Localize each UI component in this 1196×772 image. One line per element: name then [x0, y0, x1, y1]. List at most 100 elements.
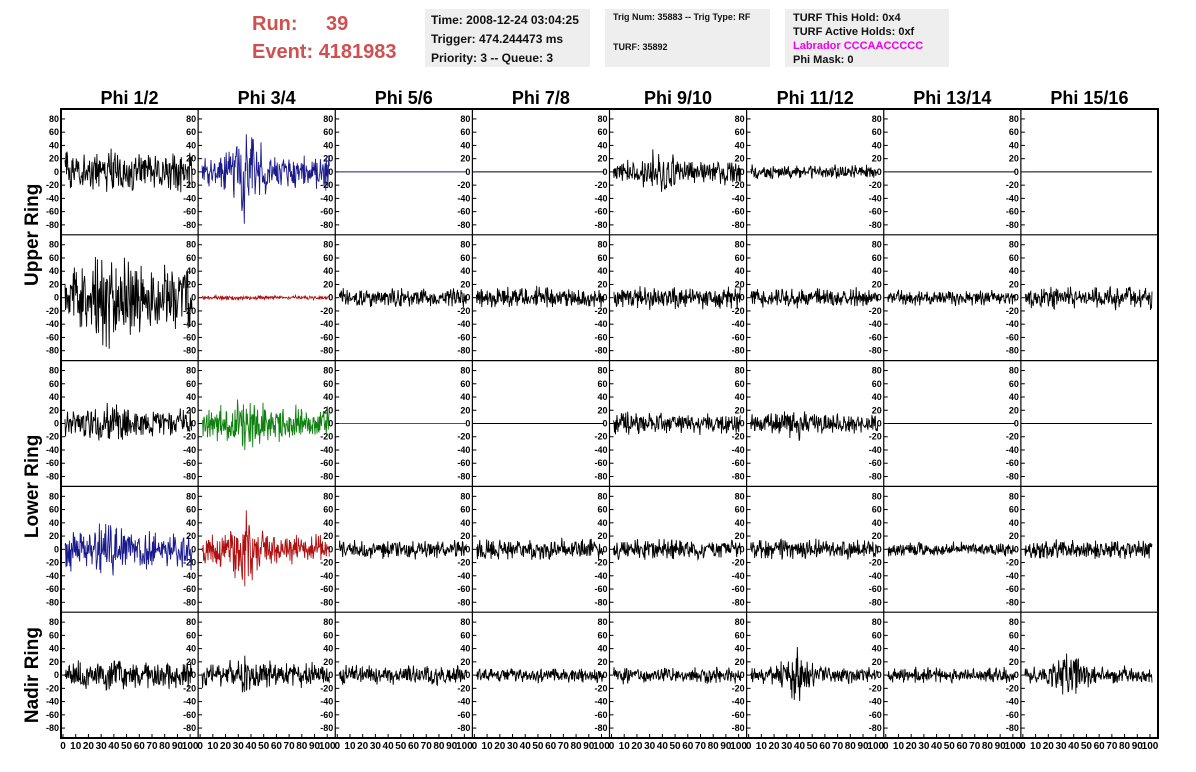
y-tick-label: -40: [457, 445, 470, 455]
trig-num-text: Trig Num: 35883 -- Trig Type: RF: [613, 12, 751, 22]
y-tick-label: 0: [465, 419, 470, 429]
y-tick-label: -20: [594, 558, 607, 568]
y-tick-label: 40: [597, 644, 607, 654]
x-tick-label: 50: [944, 741, 956, 752]
y-tick-label: -40: [869, 571, 882, 581]
y-tick-label: 0: [1014, 544, 1019, 554]
y-tick-label: 80: [872, 240, 882, 250]
y-tick-label: 60: [323, 505, 333, 515]
x-tick-label: 50: [395, 741, 407, 752]
y-tick-label: -60: [869, 332, 882, 342]
trig-num-panel: Trig Num: 35883 -- Trig Type: RF TURF: 3…: [605, 9, 770, 67]
y-tick-label: -60: [183, 458, 196, 468]
y-tick-label: 0: [740, 167, 745, 177]
x-tick-label: 20: [906, 741, 918, 752]
y-tick-label: -20: [1006, 558, 1019, 568]
y-tick-label: -60: [46, 332, 59, 342]
y-tick-label: 40: [49, 266, 59, 276]
y-tick-label: -40: [183, 193, 196, 203]
y-tick-label: -80: [457, 346, 470, 356]
x-tick-label: 100: [1142, 741, 1159, 752]
y-tick-label: 0: [602, 544, 607, 554]
y-tick-label: -20: [1006, 683, 1019, 693]
y-tick-label: 80: [1009, 114, 1019, 124]
y-tick-label: -80: [46, 220, 59, 230]
waveform-trace: [475, 285, 604, 308]
row-group-title: Nadir Ring: [22, 627, 43, 723]
y-tick-label: -40: [46, 571, 59, 581]
y-tick-label: 0: [602, 167, 607, 177]
y-tick-label: 60: [186, 253, 196, 263]
y-tick-label: 40: [872, 644, 882, 654]
x-tick-label: 60: [271, 741, 283, 752]
y-tick-label: -40: [457, 193, 470, 203]
y-tick-label: -20: [594, 432, 607, 442]
y-tick-label: 0: [328, 293, 333, 303]
y-tick-label: 60: [597, 253, 607, 263]
column-title: Phi 13/14: [913, 88, 991, 108]
y-tick-label: -80: [457, 471, 470, 481]
x-tick-label: 70: [695, 741, 707, 752]
y-tick-label: 20: [460, 405, 470, 415]
run-event-box: Run: 39 Event: 4181983: [252, 10, 422, 66]
x-tick-label: 30: [918, 741, 930, 752]
y-tick-label: -20: [46, 683, 59, 693]
run-row: Run: 39: [252, 10, 422, 38]
x-tick-label: 50: [670, 741, 682, 752]
y-tick-label: -40: [46, 193, 59, 203]
y-tick-label: 20: [323, 279, 333, 289]
y-tick-label: 60: [460, 379, 470, 389]
y-tick-label: -20: [594, 306, 607, 316]
y-tick-label: 20: [186, 405, 196, 415]
y-tick-label: 80: [186, 491, 196, 501]
y-tick-label: -20: [46, 432, 59, 442]
y-tick-label: -60: [46, 207, 59, 217]
y-tick-label: 60: [597, 630, 607, 640]
y-tick-label: 20: [49, 405, 59, 415]
y-tick-label: -80: [594, 346, 607, 356]
y-tick-label: 60: [1009, 505, 1019, 515]
x-tick-label: 90: [857, 741, 869, 752]
y-tick-label: -40: [1006, 319, 1019, 329]
y-tick-label: -20: [457, 432, 470, 442]
y-tick-label: 20: [49, 279, 59, 289]
waveform-trace: [613, 286, 742, 310]
y-tick-label: -80: [594, 471, 607, 481]
y-tick-label: 60: [735, 505, 745, 515]
y-tick-label: 20: [872, 657, 882, 667]
turf-hold-panel: TURF This Hold: 0x4 TURF Active Holds: 0…: [785, 9, 949, 67]
y-tick-label: 40: [323, 518, 333, 528]
y-tick-label: -20: [732, 558, 745, 568]
x-tick-label: 80: [159, 741, 171, 752]
waveform-trace: [887, 666, 1016, 684]
waveform-trace: [887, 541, 1016, 557]
y-tick-label: -40: [1006, 193, 1019, 203]
y-tick-label: 60: [49, 630, 59, 640]
x-tick-label: 70: [969, 741, 981, 752]
y-tick-label: 60: [872, 630, 882, 640]
y-tick-label: 80: [597, 240, 607, 250]
y-tick-label: 20: [460, 531, 470, 541]
x-tick-label: 20: [83, 741, 95, 752]
y-tick-label: 0: [877, 293, 882, 303]
y-tick-label: -60: [1006, 458, 1019, 468]
y-tick-label: -40: [732, 193, 745, 203]
y-tick-label: -60: [183, 710, 196, 720]
x-tick-label: 30: [96, 741, 108, 752]
y-tick-label: 80: [323, 240, 333, 250]
y-tick-label: 80: [872, 114, 882, 124]
y-tick-label: -20: [869, 180, 882, 190]
waveform-trace: [64, 523, 193, 576]
y-tick-label: 0: [740, 670, 745, 680]
y-tick-label: -40: [457, 697, 470, 707]
y-tick-label: -60: [457, 584, 470, 594]
x-tick-label: 100: [593, 741, 610, 752]
y-tick-label: 80: [597, 366, 607, 376]
y-tick-label: -20: [869, 683, 882, 693]
y-tick-label: -60: [732, 458, 745, 468]
waveform-trace: [201, 134, 330, 224]
y-tick-label: 0: [740, 293, 745, 303]
x-tick-label: 60: [956, 741, 968, 752]
x-tick-label: 30: [644, 741, 656, 752]
y-tick-label: 0: [328, 544, 333, 554]
